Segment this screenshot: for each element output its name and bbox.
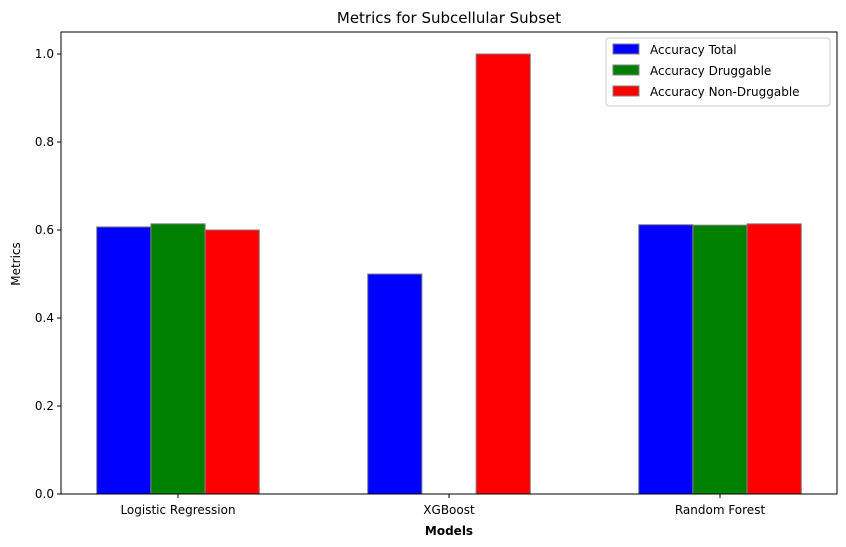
chart-title: Metrics for Subcellular Subset (337, 9, 561, 27)
bar-accuracy-total-0 (96, 226, 152, 495)
legend-swatch (612, 85, 640, 97)
legend-label: Accuracy Total (650, 43, 737, 57)
y-tick-label: 0.8 (35, 135, 54, 149)
x-tick-label: XGBoost (423, 503, 475, 517)
legend-swatch (612, 64, 640, 76)
bar-accuracy-druggable-2 (692, 224, 748, 495)
legend-box (605, 37, 831, 107)
legend-label: Accuracy Druggable (650, 64, 771, 78)
bar-accuracy-total-2 (638, 224, 694, 495)
x-tick-label: Random Forest (675, 503, 766, 517)
y-tick-label: 0.2 (35, 399, 54, 413)
bars-group (96, 53, 802, 495)
legend-swatch (612, 43, 640, 55)
bar-accuracy-non-druggable-1 (475, 53, 531, 495)
y-ticks: 0.0 0.2 0.4 0.6 0.8 1.0 (35, 47, 61, 501)
bar-accuracy-total-1 (367, 273, 423, 495)
legend-label: Accuracy Non-Druggable (650, 85, 800, 99)
bar-accuracy-druggable-0 (150, 223, 206, 495)
x-ticks: Logistic Regression XGBoost Random Forest (120, 494, 765, 517)
y-tick-label: 0.6 (35, 223, 54, 237)
x-axis-label: Models (425, 524, 473, 538)
y-tick-label: 1.0 (35, 47, 54, 61)
bar-accuracy-non-druggable-2 (746, 223, 802, 495)
y-tick-label: 0.0 (35, 487, 54, 501)
y-tick-label: 0.4 (35, 311, 54, 325)
plot-frame (60, 31, 838, 495)
legend: Accuracy Total Accuracy Druggable Accuracy… (605, 37, 831, 107)
x-tick-label: Logistic Regression (120, 503, 235, 517)
y-axis-label: Metrics (9, 242, 23, 286)
bar-accuracy-non-druggable-0 (204, 229, 260, 495)
